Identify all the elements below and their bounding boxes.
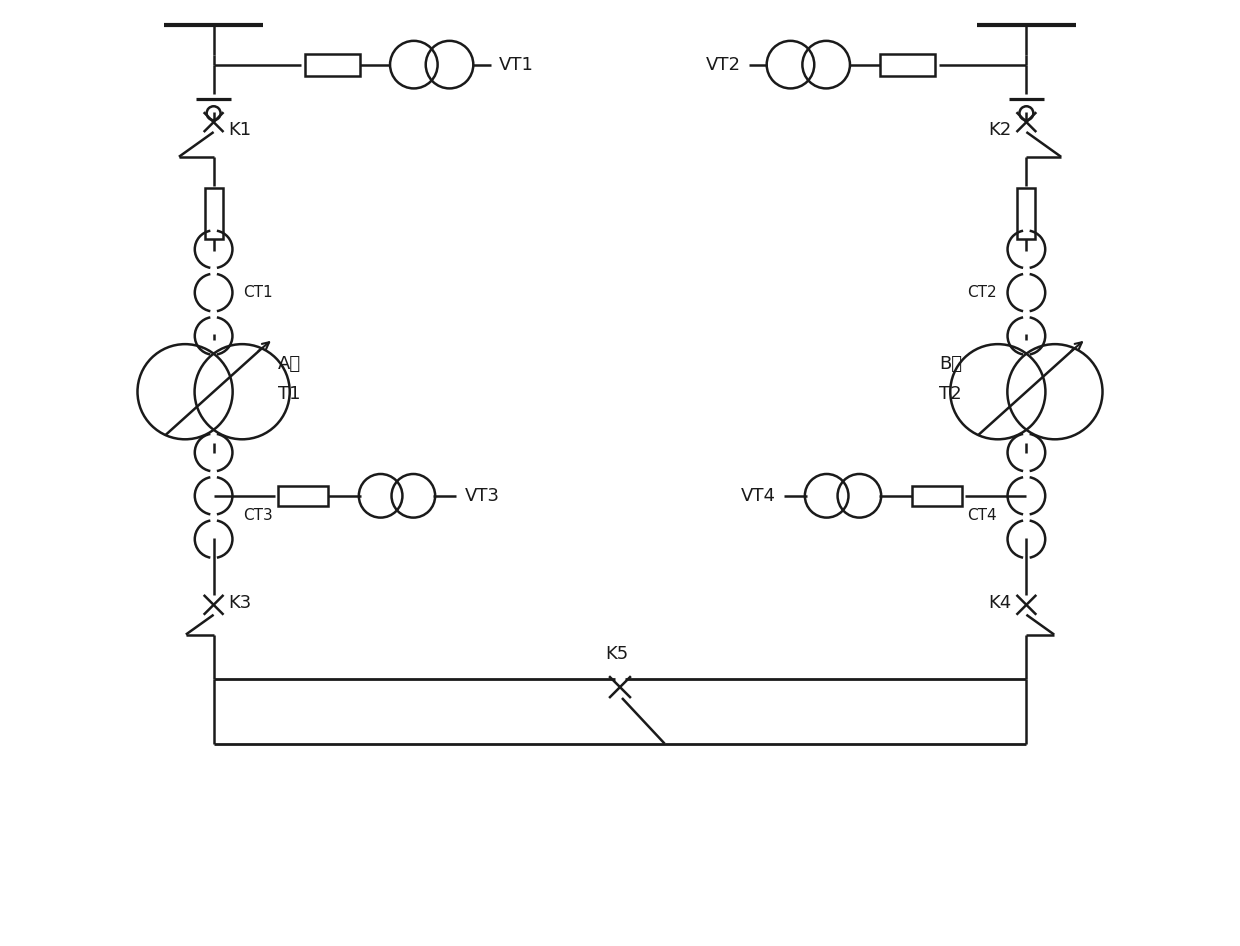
Bar bbox=[205, 187, 222, 239]
Text: K5: K5 bbox=[605, 645, 629, 663]
Bar bbox=[913, 486, 962, 506]
Text: CT1: CT1 bbox=[243, 285, 273, 300]
Text: CT2: CT2 bbox=[967, 285, 997, 300]
Text: K3: K3 bbox=[228, 594, 252, 612]
Text: K4: K4 bbox=[988, 594, 1012, 612]
Text: K2: K2 bbox=[988, 120, 1012, 138]
Text: VT1: VT1 bbox=[498, 56, 534, 74]
Text: T2: T2 bbox=[940, 385, 962, 403]
Text: K1: K1 bbox=[228, 120, 252, 138]
Text: B侧: B侧 bbox=[939, 355, 962, 373]
Bar bbox=[1018, 187, 1035, 239]
Bar bbox=[305, 54, 360, 76]
Bar bbox=[278, 486, 327, 506]
Text: VT3: VT3 bbox=[465, 487, 500, 505]
Text: CT4: CT4 bbox=[967, 508, 997, 523]
Text: VT2: VT2 bbox=[706, 56, 742, 74]
Bar bbox=[880, 54, 935, 76]
Text: VT4: VT4 bbox=[740, 487, 775, 505]
Text: A侧: A侧 bbox=[278, 355, 301, 373]
Text: T1: T1 bbox=[278, 385, 300, 403]
Text: CT3: CT3 bbox=[243, 508, 273, 523]
